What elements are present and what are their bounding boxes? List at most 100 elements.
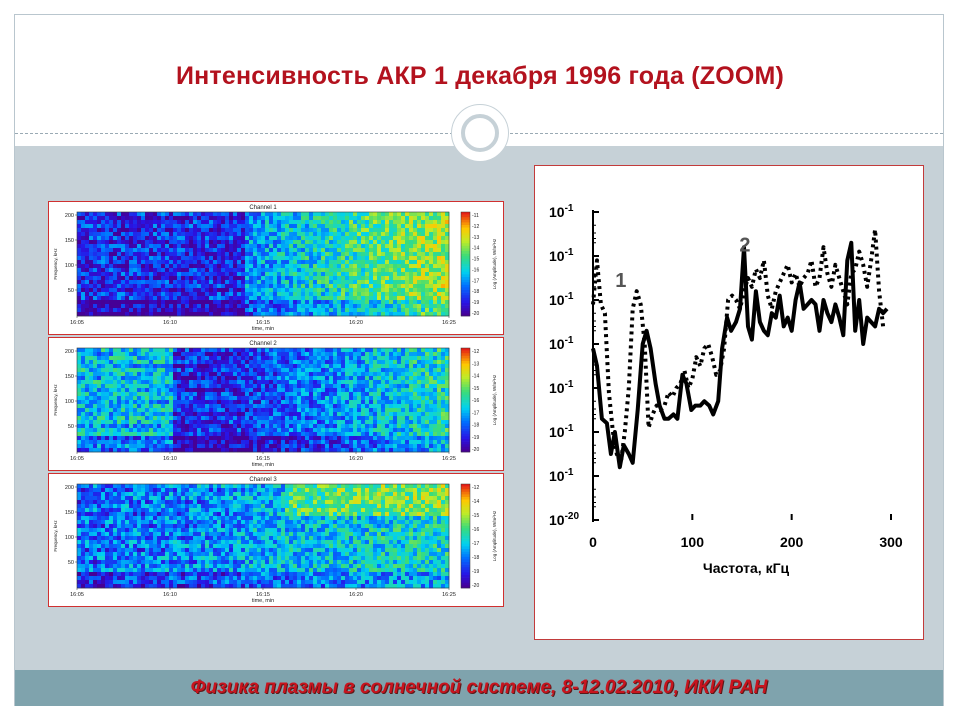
colorbar-tick-label: -17: [472, 278, 479, 284]
colorbar-tick-label: -12: [472, 224, 479, 230]
colorbar-tick-label: -12: [472, 485, 479, 491]
colorbar-tick-label: -20: [472, 583, 479, 589]
y-tick-label: 50: [68, 560, 74, 566]
colorbar-tick-label: -20: [472, 447, 479, 453]
slide-title: Интенсивность АКР 1 декабря 1996 года (Z…: [175, 62, 785, 90]
y-tick-label: 200: [65, 485, 74, 491]
spectrum-chart: 10-1 10-1 10-1 10-1 10-1 10-1 10-1 10-20 0 100 200…: [549, 203, 903, 576]
y-tick-label: 10-1: [549, 203, 574, 220]
x-tick-label: 16:15: [256, 456, 270, 462]
x-axis-label: Частота, кГц: [703, 560, 790, 576]
channel-title: Channel 1: [249, 205, 277, 211]
x-tick-label: 16:25: [442, 592, 456, 598]
series-annotation-1: 1: [615, 270, 626, 292]
spectrogram-channel-3: Channel 3 200 150 100 50 Frequency, kHz 16:05 1…: [48, 473, 504, 607]
colorbar-tick-label: -20: [472, 311, 479, 317]
colorbar-tick-label: -11: [472, 213, 479, 219]
x-tick-label: 16:05: [70, 320, 84, 326]
heatmap: [77, 484, 450, 589]
series-2-dotted-line: [591, 227, 886, 465]
colorbar-tick-label: -16: [472, 398, 479, 404]
y-tick-label: 150: [65, 510, 74, 516]
x-tick-label: 16:20: [349, 456, 363, 462]
colorbar-tick-label: -14: [472, 246, 479, 252]
y-tick-label: 10-1: [549, 291, 574, 308]
colorbar-tick-label: -19: [472, 300, 479, 306]
series-annotation-2: 2: [739, 235, 750, 257]
colorbar-tick-label: -12: [472, 349, 479, 355]
y-tick-label: 150: [65, 238, 74, 244]
x-tick-label: 16:10: [163, 456, 177, 462]
colorbar-frame: [460, 347, 471, 453]
x-tick-label: 16:05: [70, 592, 84, 598]
spectrogram-channel-1: Channel 1 200 150 100 50 Frequency, kHz 16:05 1…: [48, 201, 504, 335]
y-tick-label: 10-1: [549, 467, 574, 484]
y-tick-label: 10-1: [549, 247, 574, 264]
colorbar-frame: [460, 483, 471, 589]
spectrogram-svg-2: Channel 2 200 150 100 50 Frequency, kHz 16:05 1…: [53, 341, 497, 468]
channel-title: Channel 2: [249, 341, 277, 347]
colorbar-tick-label: -18: [472, 289, 479, 295]
heatmap: [77, 212, 450, 317]
x-tick-label: 16:05: [70, 456, 84, 462]
colorbar-tick-label: -13: [472, 361, 479, 367]
colorbar-tick-label: -17: [472, 410, 479, 416]
colorbar-tick-label: -15: [472, 386, 479, 392]
y-axis-label: Frequency, kHz: [53, 520, 58, 552]
x-tick-label: 16:15: [256, 320, 270, 326]
y-tick-label: 10-1: [549, 335, 574, 352]
x-tick-label: 16:25: [442, 320, 456, 326]
x-tick-label: 300: [879, 534, 903, 550]
y-tick-label: 50: [68, 424, 74, 430]
colorbar: [461, 484, 470, 589]
colorbar-tick-label: -14: [472, 499, 479, 505]
spectrogram-svg-1: Channel 1 200 150 100 50 Frequency, kHz 16:05 1…: [53, 205, 497, 332]
spectrogram-channel-2: Channel 2 200 150 100 50 Frequency, kHz 16:05 1…: [48, 337, 504, 471]
y-tick-label: 200: [65, 349, 74, 355]
ring-ornament-inner: [461, 114, 499, 152]
x-tick-label: 200: [780, 534, 804, 550]
colorbar: [461, 212, 470, 317]
colorbar-tick-label: -19: [472, 569, 479, 575]
spectrogram-svg-3: Channel 3 200 150 100 50 Frequency, kHz 16:05 1…: [53, 477, 497, 604]
x-tick-label: 16:20: [349, 592, 363, 598]
colorbar-tick-label: -19: [472, 435, 479, 441]
colorbar-label: Log (Amplitude), W/m²Hz: [492, 510, 497, 561]
colorbar: [461, 348, 470, 453]
colorbar-label: Log (Amplitude), W/m²Hz: [492, 238, 497, 289]
y-tick-label: 200: [65, 213, 74, 219]
y-tick-label: 10-1: [549, 379, 574, 396]
colorbar-tick-label: -13: [472, 235, 479, 241]
x-tick-label: 16:10: [163, 592, 177, 598]
colorbar-tick-label: -16: [472, 267, 479, 273]
footer-band: Физика плазмы в солнечной системе, 8-12.…: [15, 670, 943, 706]
spectrum-plot-panel: 10-1 10-1 10-1 10-1 10-1 10-1 10-1 10-20 0 100 200…: [534, 165, 924, 640]
y-tick-label: 10-1: [549, 423, 574, 440]
x-tick-label: 0: [589, 534, 597, 550]
channel-title: Channel 3: [249, 477, 277, 483]
y-tick-label: 100: [65, 263, 74, 269]
colorbar-tick-label: -18: [472, 423, 479, 429]
x-axis-label: time, min: [252, 598, 274, 604]
x-axis-label: time, min: [252, 462, 274, 468]
y-tick-label: 100: [65, 535, 74, 541]
x-tick-label: 16:15: [256, 592, 270, 598]
heatmap: [77, 348, 450, 453]
x-tick-label: 16:10: [163, 320, 177, 326]
y-tick-label: 10-20: [549, 511, 579, 528]
y-axis-label: Frequency, kHz: [53, 248, 58, 280]
colorbar-label: Log (Amplitude), W/m²Hz: [492, 374, 497, 425]
colorbar-frame: [460, 211, 471, 317]
x-tick-label: 16:25: [442, 456, 456, 462]
footer-text: Физика плазмы в солнечной системе, 8-12.…: [190, 677, 768, 698]
x-tick-label: 100: [681, 534, 705, 550]
colorbar-tick-label: -17: [472, 541, 479, 547]
colorbar-tick-label: -18: [472, 555, 479, 561]
colorbar-tick-label: -15: [472, 257, 479, 263]
colorbar-tick-label: -15: [472, 513, 479, 519]
colorbar-tick-label: -14: [472, 374, 479, 380]
series-1-solid-line: [591, 240, 889, 470]
x-tick-label: 16:20: [349, 320, 363, 326]
ring-ornament: [451, 104, 509, 162]
y-tick-label: 100: [65, 399, 74, 405]
